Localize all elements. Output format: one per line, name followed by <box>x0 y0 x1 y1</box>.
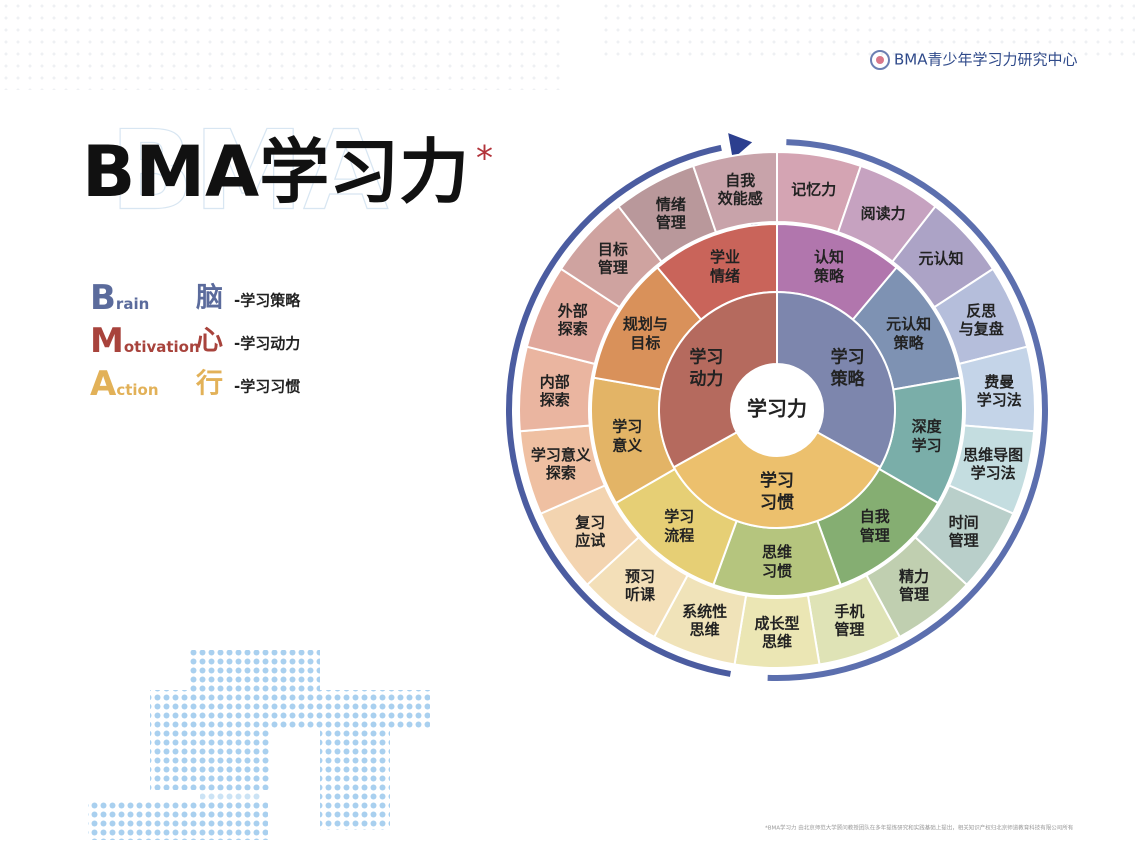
outer-label: 费曼 <box>984 373 1014 391</box>
legend-word: Motivation <box>90 321 200 361</box>
middle-label: 学习 <box>612 417 642 435</box>
outer-label: 探索 <box>540 391 570 409</box>
watermark: BMA <box>110 106 388 234</box>
outer-label: 管理 <box>899 585 929 603</box>
outer-label: 复习 <box>574 513 605 531</box>
outer-label: 阅读力 <box>861 204 906 222</box>
outer-label: 管理 <box>598 258 628 276</box>
middle-label: 规划与 <box>623 315 668 333</box>
outer-label: 探索 <box>546 464 576 482</box>
legend-rest: ction <box>116 381 158 399</box>
inner-label: 学习 <box>831 346 865 367</box>
outer-label: 元认知 <box>919 249 964 267</box>
outer-label: 记忆力 <box>791 181 836 199</box>
outer-label: 思维导图 <box>963 446 1023 464</box>
outer-label: 应试 <box>575 531 605 549</box>
inner-label: 学习 <box>689 346 723 367</box>
outer-label: 自我 <box>725 172 755 190</box>
wheel: 记忆力阅读力元认知反思与复盘费曼学习法思维导图学习法时间管理精力管理手机管理成长… <box>506 133 1048 681</box>
middle-label: 习惯 <box>762 562 792 580</box>
inner-label: 学习 <box>760 470 794 491</box>
dot-graphic <box>88 650 430 840</box>
outer-label: 目标 <box>598 240 628 258</box>
logo-text: BMA青少年学习力研究中心 <box>894 51 1078 69</box>
center-circle <box>731 364 823 456</box>
middle-label: 深度 <box>912 417 943 435</box>
inner-label: 策略 <box>831 368 866 389</box>
outer-label: 探索 <box>558 320 588 338</box>
middle-label: 目标 <box>630 334 660 352</box>
middle-label: 元认知 <box>886 315 931 333</box>
legend-rest: rain <box>116 295 149 313</box>
middle-label: 学习 <box>912 436 942 454</box>
outer-label: 情绪 <box>656 195 686 213</box>
cycle-arrow <box>767 139 1048 681</box>
outer-label: 管理 <box>834 620 864 638</box>
middle-label: 管理 <box>860 526 890 544</box>
middle-label: 策略 <box>893 334 925 352</box>
title: BMA学习力 <box>82 131 469 213</box>
outer-label: 学习法 <box>971 464 1016 482</box>
arrow-head <box>728 133 753 160</box>
outer-label: 预习 <box>625 567 655 585</box>
middle-label: 认知 <box>814 248 844 266</box>
legend-letter: A <box>90 364 117 404</box>
legend-char: 心 <box>196 326 223 357</box>
middle-label: 策略 <box>813 267 845 285</box>
outer-label: 精力 <box>899 567 929 585</box>
outer-label: 内部 <box>540 373 570 391</box>
legend-letter: M <box>90 321 124 361</box>
outer-label: 效能感 <box>718 190 763 208</box>
dot-pattern <box>0 0 560 90</box>
outer-segment <box>691 150 778 234</box>
legend-desc: -学习策略 <box>234 292 301 310</box>
outer-label: 外部 <box>557 302 588 320</box>
middle-label: 自我 <box>860 507 890 525</box>
outer-label: 管理 <box>949 531 979 549</box>
legend-letter: B <box>90 278 116 318</box>
outer-label: 手机 <box>834 602 864 620</box>
inner-label: 习惯 <box>760 492 794 513</box>
logo-icon <box>876 56 884 64</box>
outer-label: 思维 <box>762 633 792 651</box>
outer-label: 听课 <box>625 585 656 603</box>
middle-label: 情绪 <box>710 267 740 285</box>
middle-label: 思维 <box>762 543 792 561</box>
legend-desc: -学习习惯 <box>234 378 300 396</box>
outer-label: 成长型 <box>754 615 799 633</box>
center-label: 学习力 <box>747 397 807 421</box>
logo-icon <box>870 50 890 70</box>
outer-label: 学习法 <box>977 391 1022 409</box>
legend-char: 行 <box>195 368 223 400</box>
middle-label: 流程 <box>664 526 694 544</box>
title-mark: * <box>476 139 493 179</box>
outer-label: 系统性 <box>682 602 727 620</box>
middle-label: 学业 <box>710 248 740 266</box>
middle-label: 意义 <box>612 436 642 454</box>
legend-char: 脑 <box>196 283 223 314</box>
outer-label: 管理 <box>656 213 686 231</box>
legend-word: Brain <box>90 278 149 318</box>
outer-label: 学习意义 <box>531 446 591 464</box>
legend-rest: otivation <box>124 338 200 356</box>
outer-label: 时间 <box>949 513 979 531</box>
legend-word: Action <box>90 364 159 404</box>
cycle-arrow <box>506 144 731 677</box>
outer-label: 思维 <box>690 620 720 638</box>
inner-label: 动力 <box>689 368 723 389</box>
legend-desc: -学习动力 <box>234 335 300 353</box>
dot-pattern <box>600 0 1135 60</box>
middle-label: 学习 <box>664 507 694 525</box>
outer-label: 与复盘 <box>959 320 1004 338</box>
outer-label: 反思 <box>966 302 996 320</box>
footer-note: *BMA学习力 由北京师范大学顾问教授团队在多年提炼研究和实践基础上提出，相关知… <box>765 824 1074 832</box>
